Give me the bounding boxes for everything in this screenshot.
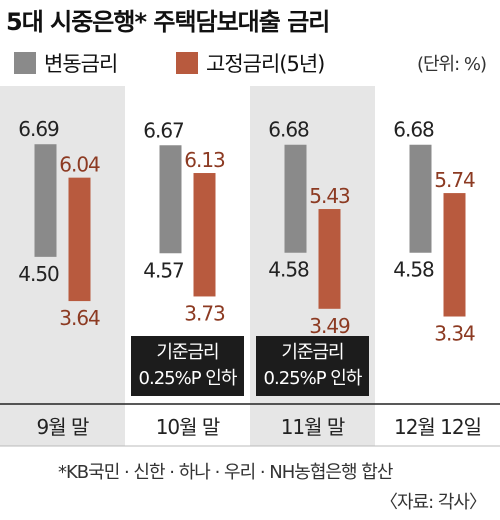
annotation-text: 기준금리	[281, 342, 343, 363]
x-tick-label: 10월 말	[156, 415, 220, 439]
bar-fixed	[68, 177, 91, 302]
legend-swatch-fixed	[176, 52, 198, 74]
data-label-high: 6.04	[59, 153, 100, 177]
footnote: *KB국민 · 신한 · 하나 · 우리 · NH농협은행 합산	[58, 462, 393, 483]
data-label-low: 4.57	[143, 258, 184, 282]
shaded-period-0	[0, 86, 125, 446]
legend-label-fixed: 고정금리(5년)	[206, 52, 325, 76]
annotation-text: 0.25%P 인하	[264, 368, 363, 389]
bar-floating	[409, 144, 432, 253]
data-label-low: 4.58	[393, 258, 434, 282]
legend-item-fixed: 고정금리(5년)	[176, 48, 325, 78]
data-label-high: 6.13	[184, 148, 225, 172]
data-label-low: 4.50	[18, 262, 59, 286]
data-label-low: 4.58	[268, 258, 309, 282]
legend-item-floating: 변동금리	[14, 48, 118, 78]
unit-label: (단위: %)	[416, 54, 487, 75]
legend-label-floating: 변동금리	[44, 52, 118, 76]
data-label-high: 6.68	[268, 118, 309, 142]
bar-fixed	[193, 173, 216, 297]
bar-fixed	[443, 193, 466, 317]
chart-title: 5대 시중은행* 주택담보대출 금리	[6, 8, 330, 36]
data-label-high: 6.69	[18, 117, 59, 141]
data-label-high: 6.68	[393, 118, 434, 142]
data-label-low: 3.49	[309, 314, 350, 338]
x-tick-label: 12월 12일	[394, 415, 481, 439]
annotation-box	[131, 336, 244, 396]
data-label-high: 6.67	[143, 118, 184, 142]
data-label-low: 3.34	[434, 322, 475, 346]
annotation-box	[256, 336, 369, 396]
bar-floating	[34, 144, 57, 257]
data-label-high: 5.74	[434, 168, 475, 192]
data-label-low: 3.73	[184, 301, 225, 325]
bar-fixed	[318, 209, 341, 309]
x-tick-label: 9월 말	[37, 415, 89, 439]
x-tick-label: 11월 말	[281, 415, 345, 439]
bar-floating	[284, 144, 307, 253]
data-label-high: 5.43	[309, 184, 350, 208]
legend-swatch-floating	[14, 52, 36, 74]
data-label-low: 3.64	[59, 306, 100, 330]
source-label: 〈자료: 각사〉	[379, 492, 487, 513]
annotation-text: 0.25%P 인하	[139, 368, 238, 389]
annotation-text: 기준금리	[156, 342, 218, 363]
bar-floating	[159, 145, 182, 254]
